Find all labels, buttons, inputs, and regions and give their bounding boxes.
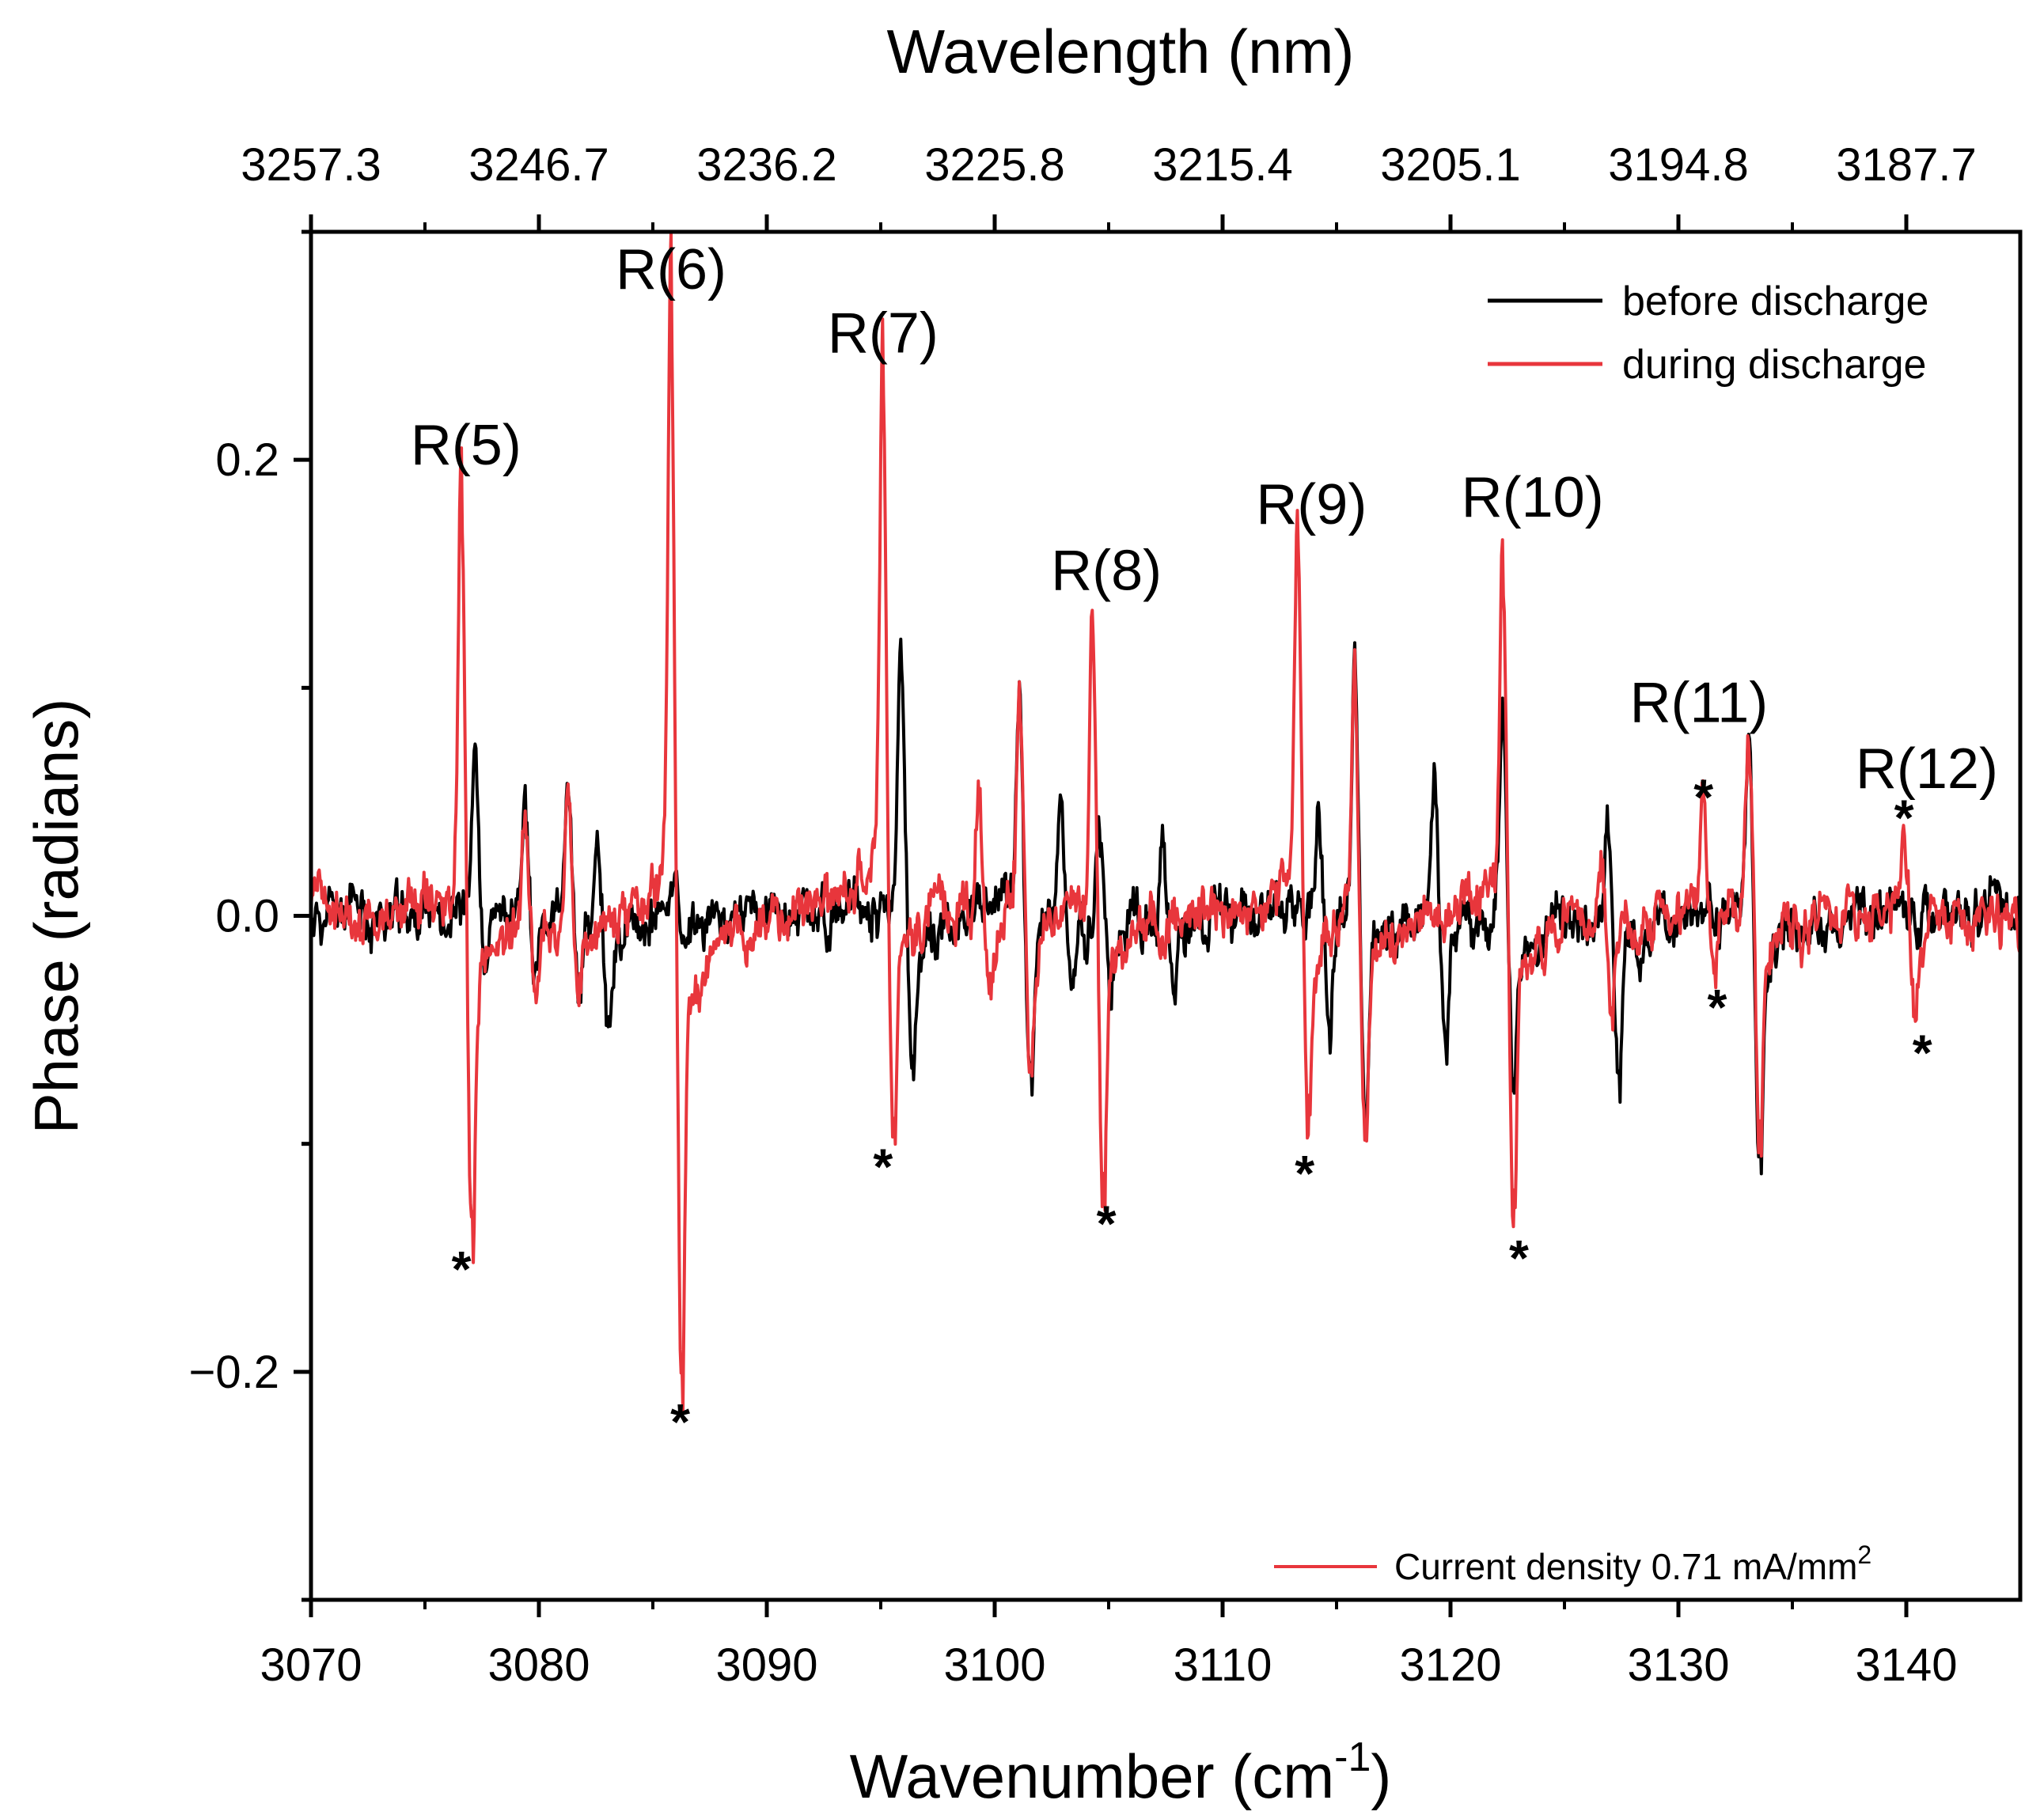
x-tick-label: 3130 [1627,1639,1729,1691]
peak-label: R(10) [1462,466,1604,529]
top-tick-label: 3215.4 [1152,139,1292,191]
top-tick-label: 3205.1 [1380,139,1520,191]
annotations-layer: R(5)R(6)R(7)R(8)R(9) R(10)R(11)R(12)*****… [411,238,1998,1450]
plot-frame [309,229,2023,1602]
peak-label: R(6) [616,238,726,301]
star-marker: * [1693,769,1713,826]
star-marker: * [873,1138,893,1195]
peak-label: R(12) [1856,737,1998,801]
peak-label: R(8) [1051,539,1162,602]
x-tick-label: 3100 [943,1639,1045,1691]
peak-label: R(5) [411,414,521,477]
legend-label-before: before discharge [1622,279,1928,324]
star-marker: * [1509,1230,1529,1287]
top-tick-label: 3236.2 [696,139,836,191]
y-tick-label: −0.2 [189,1347,280,1398]
peak-label: R(11) [1630,672,1769,735]
x-axis-title: Wavenumber (cm-1) [850,1734,1392,1811]
star-marker: * [1913,1024,1932,1081]
star-marker: * [1894,790,1914,847]
current-density-sup: 2 [1857,1540,1871,1569]
x-axis-title-close: ) [1371,1741,1391,1811]
current-density-note: Current density 0.71 mA/mm2 [1274,1540,1871,1587]
top-tick-label: 3194.8 [1608,139,1748,191]
y-tick-label: 0.2 [215,434,279,486]
x-tick-label: 3110 [1174,1639,1272,1691]
top-tick-label: 3257.3 [241,139,381,191]
star-marker: * [452,1241,472,1298]
top-tick-label: 3246.7 [468,139,609,191]
top-axis-title: Wavelength (nm) [887,17,1355,86]
x-axis-title-main: Wavenumber (cm [850,1741,1335,1811]
ticks-layer: 3070 3257.3 3080 3246.7 3090 3236.2 3100 3225.8… [189,139,1977,1691]
x-tick-label: 3140 [1855,1639,1957,1691]
peak-label: R(7) [828,302,939,366]
top-tick-label: 3225.8 [924,139,1064,191]
x-tick-label: 3080 [487,1639,590,1691]
star-marker: * [670,1393,690,1450]
star-marker: * [1097,1196,1117,1252]
series-line-before [309,637,2022,1176]
legend-label-during: during discharge [1622,342,1926,388]
series-line-during [309,232,2022,1412]
x-tick-label: 3120 [1399,1639,1501,1691]
legend: before discharge during discharge [1488,279,1928,388]
star-marker: * [1295,1145,1314,1202]
top-tick-label: 3187.7 [1836,139,1976,191]
star-marker: * [1708,979,1727,1036]
current-density-text: Current density 0.71 mA/mm [1394,1546,1857,1587]
series-layer [309,232,2022,1412]
x-tick-label: 3070 [260,1639,362,1691]
peak-label: R(9) [1256,473,1367,536]
x-tick-label: 3090 [715,1639,817,1691]
y-tick-label: 0.0 [215,891,279,942]
x-axis-title-sup: -1 [1334,1734,1371,1780]
y-axis-title: Phase (radians) [21,699,91,1135]
current-density-label: Current density 0.71 mA/mm2 [1394,1540,1871,1587]
